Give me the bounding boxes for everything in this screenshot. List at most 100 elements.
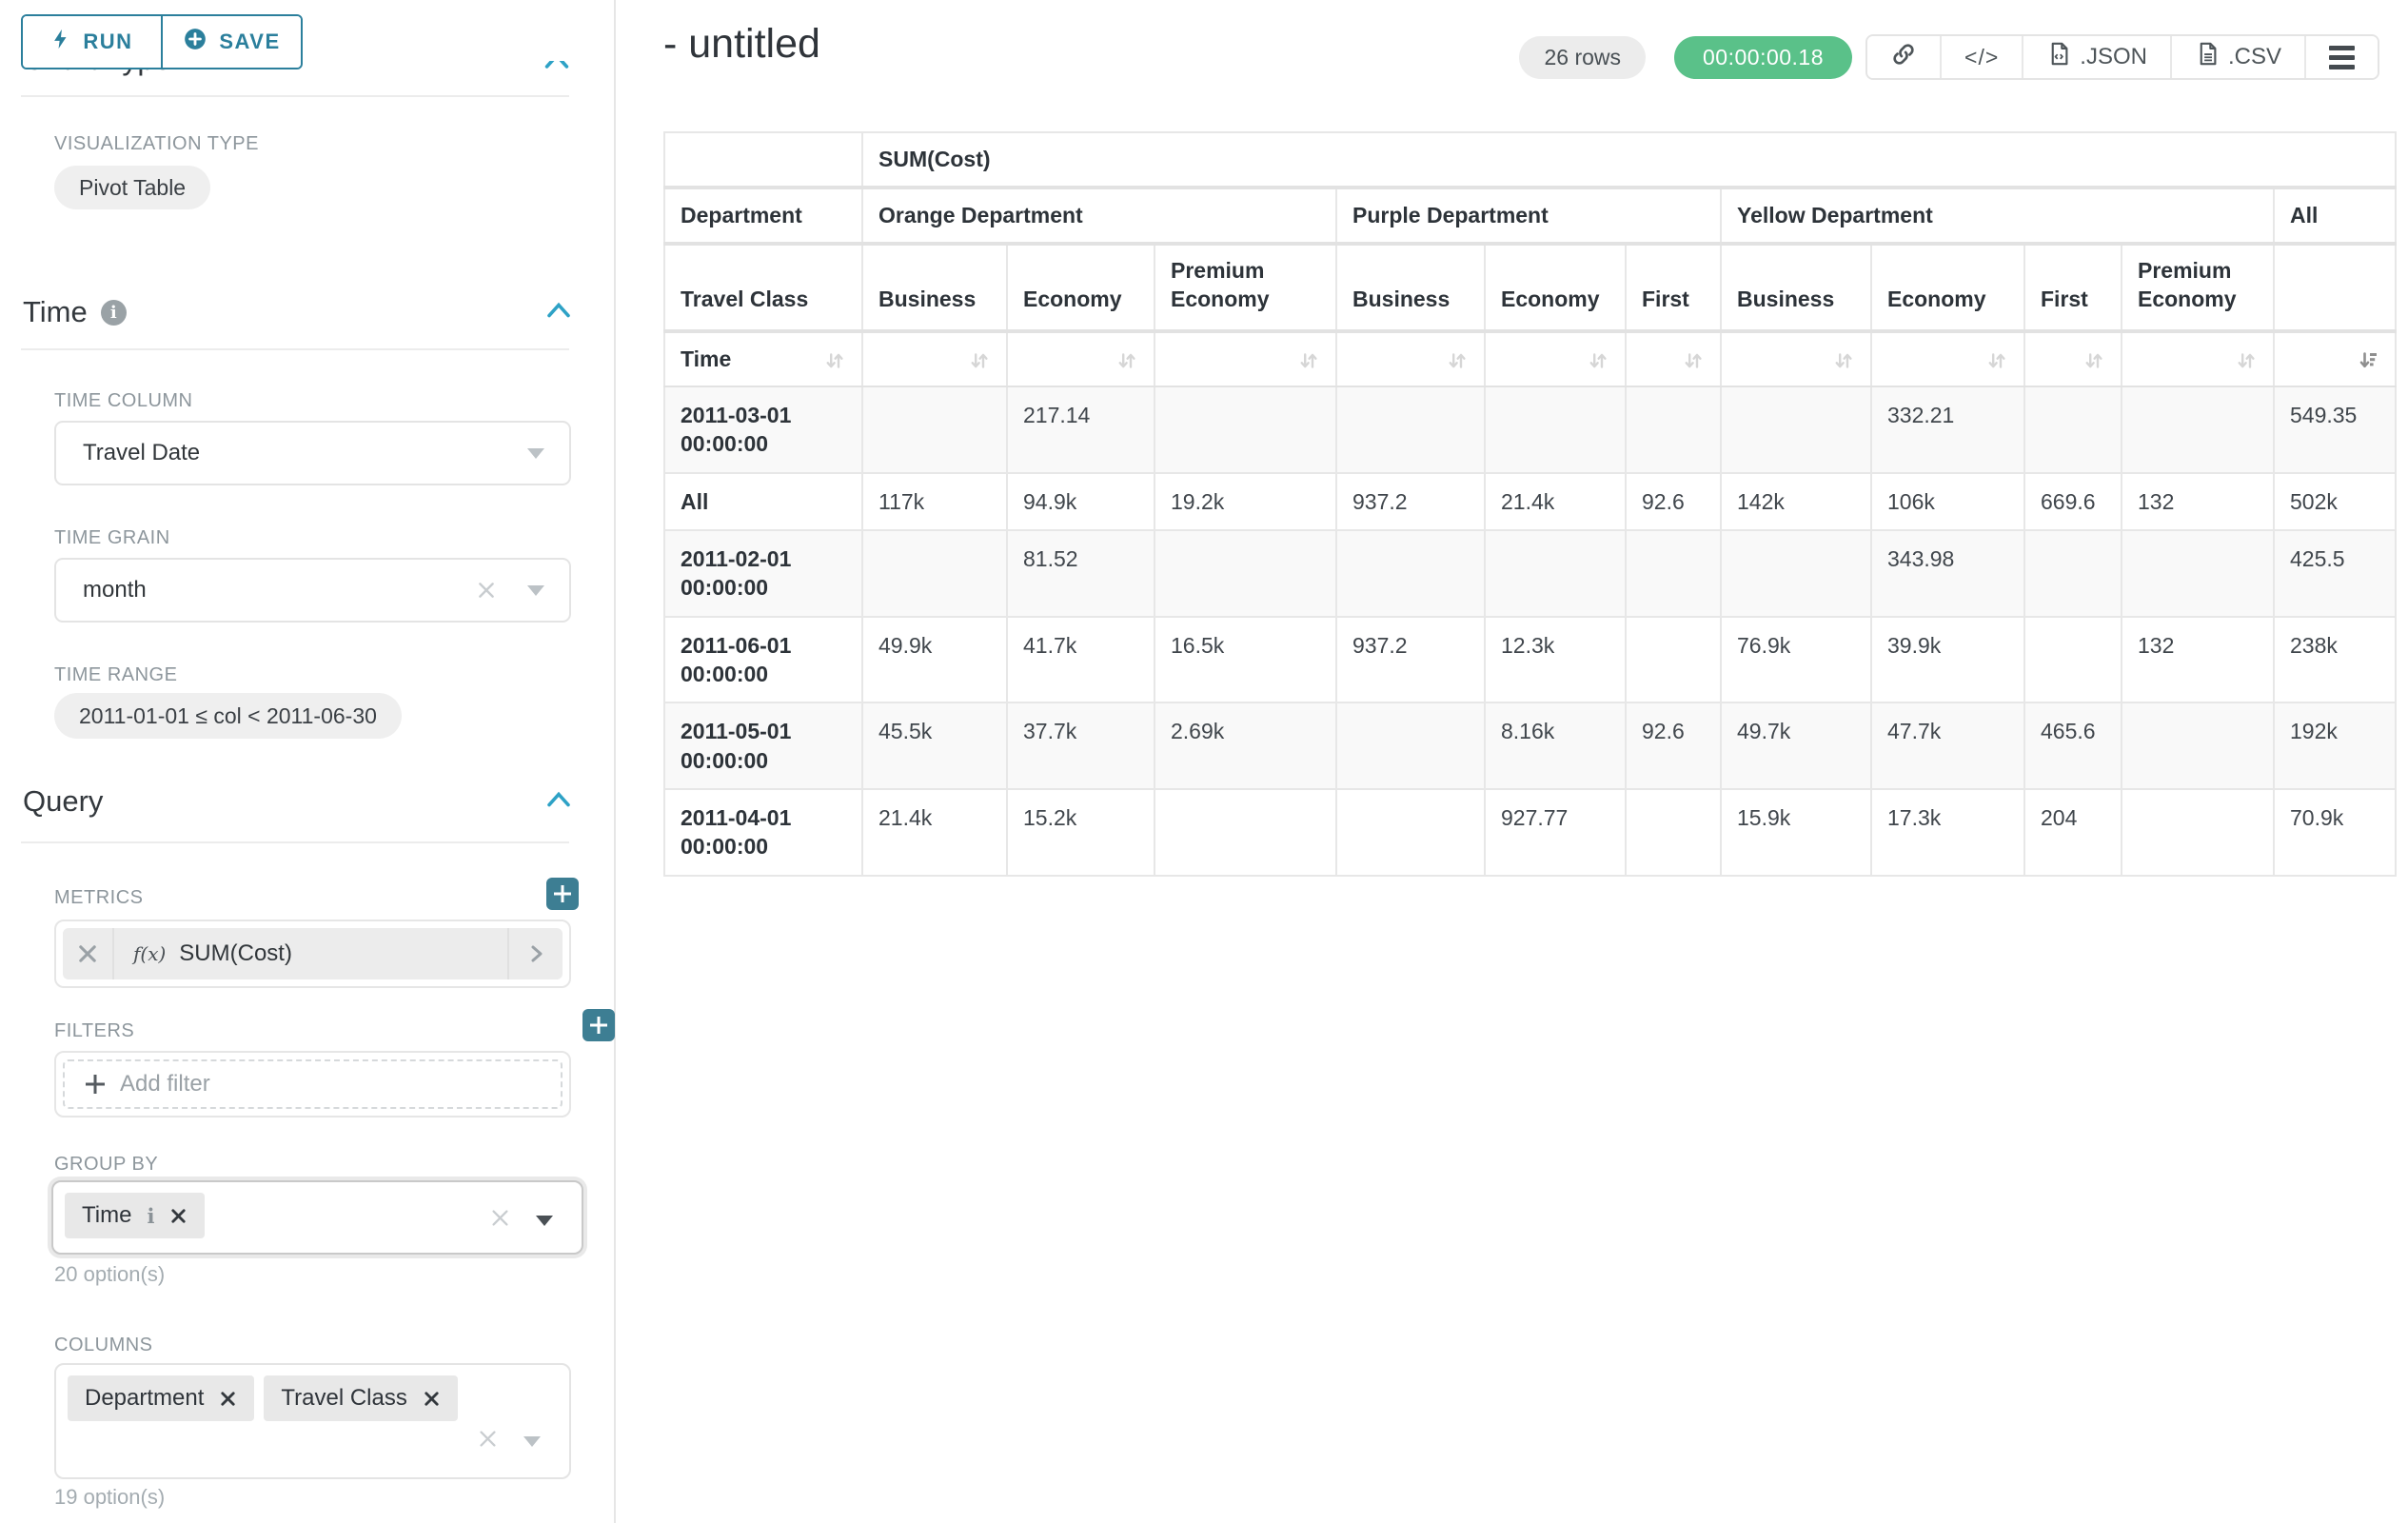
class-header-cell: Business	[1721, 244, 1871, 331]
value-cell: 142k	[1721, 473, 1871, 530]
value-cell: 94.9k	[1007, 473, 1155, 530]
value-cell	[2024, 617, 2122, 703]
chevron-right-icon[interactable]	[507, 928, 563, 979]
add-filter-button[interactable]: Add filter	[63, 1059, 563, 1109]
value-cell	[1721, 386, 1871, 473]
column-sort-header[interactable]	[1626, 331, 1721, 386]
time-column-label: TIME COLUMN	[54, 390, 193, 412]
remove-chip-icon[interactable]	[219, 1390, 237, 1408]
column-sort-header[interactable]	[1155, 331, 1336, 386]
columns-chip-department[interactable]: Department	[68, 1375, 254, 1421]
clear-icon[interactable]	[477, 1428, 499, 1454]
column-sort-header[interactable]	[1485, 331, 1626, 386]
time-section-header: Time i	[23, 295, 573, 329]
value-cell: 41.7k	[1007, 617, 1155, 703]
columns-select[interactable]: Department Travel Class	[54, 1363, 571, 1479]
clear-icon[interactable]	[476, 580, 497, 601]
time-column-select[interactable]: Travel Date	[54, 421, 571, 485]
group-by-select[interactable]: Time i	[51, 1180, 583, 1255]
metric-name: SUM(Cost)	[179, 940, 292, 967]
sort-icon[interactable]	[1115, 346, 1138, 371]
remove-chip-icon[interactable]	[169, 1207, 188, 1225]
column-sort-header[interactable]	[1336, 331, 1485, 386]
embed-code-button[interactable]: </>	[1942, 36, 2023, 78]
value-cell: 15.9k	[1721, 789, 1871, 876]
travel-class-row-label: Travel Class	[664, 244, 862, 331]
sort-icon[interactable]	[823, 346, 846, 372]
value-cell: 132	[2122, 617, 2274, 703]
table-body: 2011-03-01 00:00:00217.14332.21549.35All…	[664, 386, 2396, 876]
class-header-cell: Business	[862, 244, 1007, 331]
sort-icon[interactable]	[1587, 346, 1609, 371]
column-sort-header[interactable]	[1007, 331, 1155, 386]
share-link-button[interactable]	[1867, 36, 1942, 78]
remove-metric-icon[interactable]	[63, 928, 114, 979]
chevron-down-icon	[527, 585, 544, 596]
sort-icon[interactable]	[968, 346, 991, 371]
time-range-pill[interactable]: 2011-01-01 ≤ col < 2011-06-30	[54, 693, 402, 739]
metric-field: f(x) SUM(Cost)	[54, 920, 571, 988]
group-by-label: GROUP BY	[54, 1154, 158, 1176]
column-sort-header[interactable]	[2122, 331, 2274, 386]
remove-chip-icon[interactable]	[423, 1390, 441, 1408]
class-header-cell: Economy	[1871, 244, 2024, 331]
value-cell: 70.9k	[2274, 789, 2396, 876]
column-sort-header-active[interactable]	[2274, 331, 2396, 386]
run-button[interactable]: RUN	[23, 16, 163, 68]
export-json-button[interactable]: .JSON	[2023, 36, 2172, 78]
query-timer-badge: 00:00:00.18	[1674, 36, 1852, 79]
time-range-label: TIME RANGE	[54, 664, 177, 686]
column-sort-header[interactable]	[1871, 331, 2024, 386]
value-cell	[1336, 530, 1485, 617]
time-sort-header[interactable]: Time	[664, 331, 862, 386]
value-cell: 76.9k	[1721, 617, 1871, 703]
sort-icon[interactable]	[2235, 346, 2258, 371]
column-sort-header[interactable]	[2024, 331, 2122, 386]
value-cell: 92.6	[1626, 702, 1721, 789]
save-button[interactable]: SAVE	[163, 16, 301, 68]
page-title[interactable]: - untitled	[663, 21, 820, 68]
class-header-cell: Business	[1336, 244, 1485, 331]
time-collapse-chevron-icon[interactable]	[544, 301, 573, 325]
add-filter-plus-button[interactable]	[582, 1009, 615, 1041]
class-header-cell: Premium Economy	[2122, 244, 2274, 331]
add-metric-button[interactable]	[546, 878, 579, 910]
sort-desc-icon[interactable]	[2357, 346, 2379, 371]
value-cell: 117k	[862, 473, 1007, 530]
columns-label: COLUMNS	[54, 1335, 153, 1356]
value-cell: 332.21	[1871, 386, 2024, 473]
value-cell	[1485, 386, 1626, 473]
clear-icon[interactable]	[489, 1207, 511, 1234]
sort-icon[interactable]	[1297, 346, 1320, 371]
value-cell: 204	[2024, 789, 2122, 876]
sort-icon[interactable]	[1832, 346, 1855, 371]
column-sort-header[interactable]	[862, 331, 1007, 386]
sort-icon[interactable]	[1682, 346, 1705, 371]
columns-chip-travel-class[interactable]: Travel Class	[264, 1375, 457, 1421]
value-cell	[1336, 386, 1485, 473]
sort-icon[interactable]	[1446, 346, 1469, 371]
chevron-down-icon	[536, 1216, 553, 1226]
table-row: All117k94.9k19.2k937.221.4k92.6142k106k6…	[664, 473, 2396, 530]
sort-icon[interactable]	[1985, 346, 2008, 371]
viz-type-pill[interactable]: Pivot Table	[54, 166, 210, 209]
menu-button[interactable]	[2306, 36, 2378, 78]
sort-header-row: Time	[664, 331, 2396, 386]
sort-icon[interactable]	[2082, 346, 2105, 371]
value-cell	[862, 530, 1007, 617]
row-label-cell: 2011-06-01 00:00:00	[664, 617, 862, 703]
export-csv-button[interactable]: .CSV	[2172, 36, 2306, 78]
time-section-title: Time	[23, 295, 88, 329]
time-grain-select[interactable]: month	[54, 558, 571, 623]
column-sort-header[interactable]	[1721, 331, 1871, 386]
value-cell	[2122, 702, 2274, 789]
metric-pill[interactable]: f(x) SUM(Cost)	[63, 928, 563, 979]
query-collapse-chevron-icon[interactable]	[544, 790, 573, 814]
class-header-cell: Economy	[1485, 244, 1626, 331]
group-by-chip-time[interactable]: Time i	[65, 1193, 205, 1238]
pivot-table: SUM(Cost) Department Orange Department P…	[663, 131, 2397, 877]
value-cell: 502k	[2274, 473, 2396, 530]
chart-type-collapse-chevron-icon[interactable]	[537, 61, 579, 70]
value-cell: 12.3k	[1485, 617, 1626, 703]
value-cell	[2122, 789, 2274, 876]
